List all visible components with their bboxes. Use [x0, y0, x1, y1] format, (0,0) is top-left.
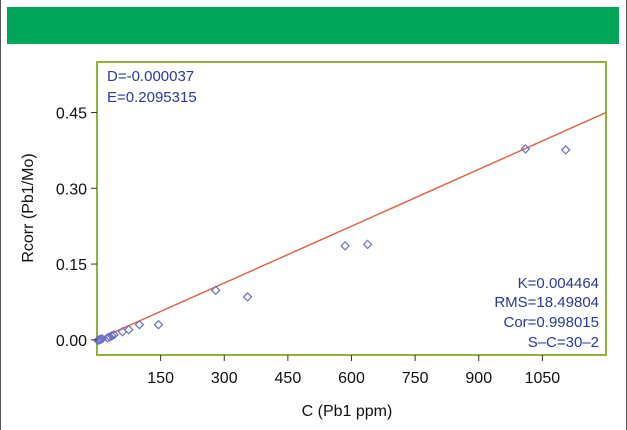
y-tick-label-0.30: 0.30	[56, 181, 87, 198]
data-points-layer	[92, 144, 571, 346]
data-point-12	[210, 285, 221, 296]
data-point-13	[242, 292, 253, 302]
data-point-7	[109, 329, 119, 340]
x-tick-label-450: 450	[275, 370, 302, 387]
data-point-15	[362, 239, 373, 250]
fit-line	[97, 111, 606, 341]
data-point-14	[340, 241, 350, 251]
data-point-11	[153, 319, 164, 330]
y-tick-label-0.00: 0.00	[56, 333, 87, 350]
fit-line-layer	[97, 111, 606, 341]
data-point-9	[123, 324, 134, 335]
y-axis-title: Rcorr (Pb1/Mo)	[20, 153, 37, 262]
annotation-d-value: D=-0.000037	[107, 68, 194, 85]
data-point-17	[560, 145, 571, 155]
x-tick-label-900: 900	[465, 370, 492, 387]
annotation-k-value: K=0.004464	[518, 275, 599, 292]
data-point-5	[104, 331, 115, 342]
x-axis-title: C (Pb1 ppm)	[302, 403, 393, 420]
y-tick-label-0.15: 0.15	[56, 257, 87, 274]
annotation-e-value: E=0.2095315	[107, 89, 197, 106]
annotation-sc-value: S–C=30–2	[528, 334, 599, 351]
data-point-10	[134, 319, 145, 330]
annotation-rms-value: RMS=18.49804	[494, 294, 599, 311]
annotation-cor-value: Cor=0.998015	[504, 314, 600, 331]
data-point-16	[520, 144, 531, 154]
x-axis-ticks: 150 300 450 600 750 900 1050	[147, 355, 560, 387]
x-tick-label-150: 150	[147, 370, 174, 387]
data-point-6	[106, 330, 117, 341]
x-tick-label-300: 300	[211, 370, 238, 387]
plot-area	[96, 61, 607, 356]
x-tick-label-750: 750	[402, 370, 429, 387]
y-tick-label-0.45: 0.45	[56, 106, 87, 123]
x-tick-label-1050: 1050	[525, 370, 561, 387]
data-point-4	[102, 332, 113, 343]
y-axis-ticks: 0.00 0.15 0.30 0.45	[56, 106, 97, 350]
header-band	[7, 7, 619, 44]
x-tick-label-600: 600	[338, 370, 365, 387]
